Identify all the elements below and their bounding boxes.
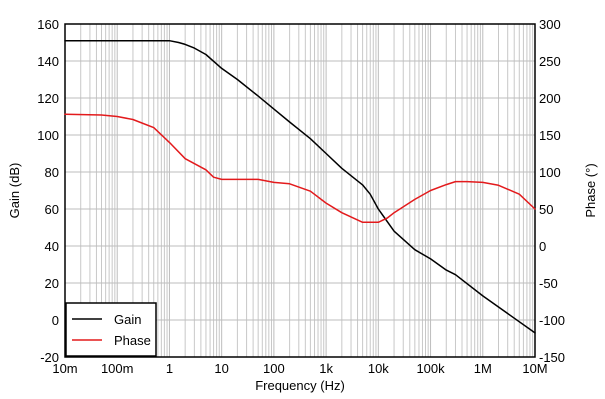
y-tick-label: 160	[37, 17, 59, 32]
y2-tick-label: 0	[539, 239, 546, 254]
x-tick-label: 10k	[368, 361, 389, 376]
x-tick-label: 100m	[101, 361, 134, 376]
x-tick-label: 1	[166, 361, 173, 376]
x-axis-ticks: 10m 100m 1 10 100 1k 10k 100k 1M 10M	[52, 361, 547, 376]
y2-tick-label: -50	[539, 276, 558, 291]
series-line-gain	[64, 39, 536, 334]
y2-tick-label: 100	[539, 165, 561, 180]
plot-area-border	[64, 23, 536, 358]
y-tick-label: 40	[45, 239, 59, 254]
x-tick-label: 10m	[52, 361, 77, 376]
x-tick-label: 10M	[522, 361, 547, 376]
x-tick-label: 1M	[474, 361, 492, 376]
legend-box	[65, 302, 157, 357]
y2-axis-title: Phase (°)	[583, 163, 598, 217]
x-tick-label: 100k	[416, 361, 445, 376]
series-layer	[64, 39, 536, 334]
x-tick-label: 100	[263, 361, 285, 376]
y-tick-label: 60	[45, 202, 59, 217]
y2-tick-label: 250	[539, 54, 561, 69]
y-tick-label: 100	[37, 128, 59, 143]
y-tick-label: 80	[45, 165, 59, 180]
x-axis-title: Frequency (Hz)	[255, 378, 345, 393]
series-line-phase	[64, 113, 536, 224]
y-tick-label: 20	[45, 276, 59, 291]
y2-axis-ticks: -150 -100 -50 0 50 100 150 200 250 300	[539, 17, 565, 365]
y-tick-label: 0	[52, 313, 59, 328]
y2-tick-label: 300	[539, 17, 561, 32]
x-tick-label: 1k	[319, 361, 333, 376]
y-axis-title: Gain (dB)	[7, 163, 22, 219]
x-tick-label: 10	[214, 361, 228, 376]
legend: Gain Phase	[65, 302, 157, 357]
grid	[64, 23, 536, 358]
y-tick-label: 140	[37, 54, 59, 69]
y-axis-ticks: -20 0 20 40 60 80 100 120 140 160	[37, 17, 59, 365]
y2-tick-label: 50	[539, 202, 553, 217]
y2-tick-label: -100	[539, 313, 565, 328]
y2-tick-label: 150	[539, 128, 561, 143]
y2-tick-label: -150	[539, 350, 565, 365]
legend-label-gain: Gain	[114, 312, 141, 327]
y2-tick-label: 200	[539, 91, 561, 106]
legend-label-phase: Phase	[114, 333, 151, 348]
y-tick-label: 120	[37, 91, 59, 106]
y-tick-label: -20	[40, 350, 59, 365]
